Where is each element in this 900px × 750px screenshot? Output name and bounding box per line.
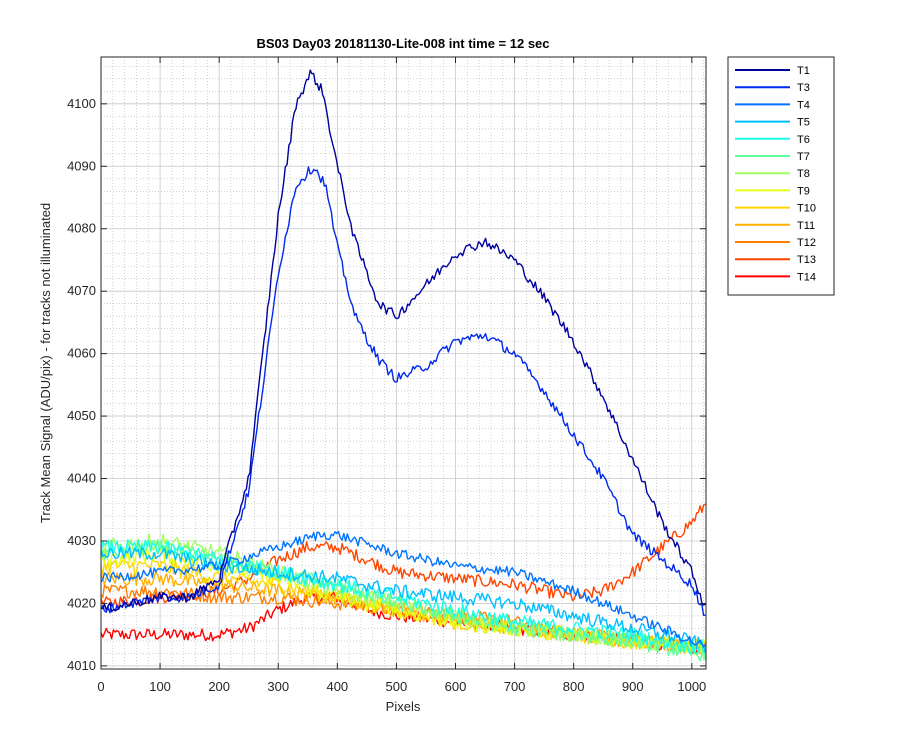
series-line-t1	[100, 69, 706, 613]
plot-area	[101, 57, 706, 669]
legend-box	[727, 56, 835, 296]
x-tick-label: 100	[149, 679, 171, 694]
y-tick-label: 4010	[67, 658, 96, 673]
y-tick-label: 4050	[67, 408, 96, 423]
x-tick-label: 600	[445, 679, 467, 694]
legend-label-t9: T9	[797, 185, 810, 197]
legend-label-t6: T6	[797, 134, 810, 146]
x-axis-label: Pixels	[386, 699, 421, 714]
plot-frame	[100, 56, 707, 670]
chart-title: BS03 Day03 20181130-Lite-008 int time = …	[256, 36, 549, 51]
series-line-t4	[100, 530, 706, 648]
x-tick-label: 800	[563, 679, 585, 694]
legend-label-t1: T1	[797, 65, 810, 77]
series-group	[100, 69, 707, 662]
y-tick-label: 4100	[67, 96, 96, 111]
x-tick-label: 500	[386, 679, 408, 694]
y-axis-label: Track Mean Signal (ADU/pix) - for tracks…	[38, 203, 53, 523]
legend-label-t8: T8	[797, 168, 810, 180]
legend-label-t10: T10	[797, 203, 816, 215]
x-tick-label: 900	[622, 679, 644, 694]
y-tick-label: 4060	[67, 346, 96, 361]
y-tick-label: 4080	[67, 221, 96, 236]
major-grid	[100, 57, 706, 669]
series-line-t7	[100, 539, 707, 662]
legend-label-t11: T11	[797, 220, 815, 232]
legend-label-t3: T3	[797, 82, 810, 94]
series-line-t6	[100, 539, 706, 655]
legend-label-t14: T14	[797, 271, 816, 283]
y-axis-ticks: 4010 4020 4030 4040 4050 4060 4070 4080 4090 4100	[67, 96, 706, 673]
legend-label-t12: T12	[797, 237, 816, 249]
x-tick-label: 700	[504, 679, 526, 694]
legend-label-t5: T5	[797, 117, 810, 129]
y-tick-label: 4090	[67, 158, 96, 173]
y-tick-label: 4020	[67, 595, 96, 610]
x-tick-label: 1000	[677, 679, 706, 694]
y-tick-label: 4030	[67, 533, 96, 548]
legend-label-t13: T13	[797, 254, 816, 266]
x-tick-label: 200	[208, 679, 230, 694]
legend: T1 T3 T4 T5 T6 T7 T8 T9 T10 T11 T12 T13 T14	[727, 56, 835, 296]
minor-grid	[101, 57, 706, 669]
legend-label-t4: T4	[797, 99, 810, 111]
x-tick-label: 300	[267, 679, 289, 694]
y-tick-label: 4040	[67, 471, 96, 486]
x-tick-label: 400	[326, 679, 348, 694]
y-tick-label: 4070	[67, 283, 96, 298]
x-axis-ticks: 0 100 200 300 400 500 600 700 800 900 1000	[97, 57, 706, 694]
legend-label-t7: T7	[797, 151, 810, 163]
x-tick-label: 0	[97, 679, 104, 694]
series-line-t5	[100, 546, 707, 654]
